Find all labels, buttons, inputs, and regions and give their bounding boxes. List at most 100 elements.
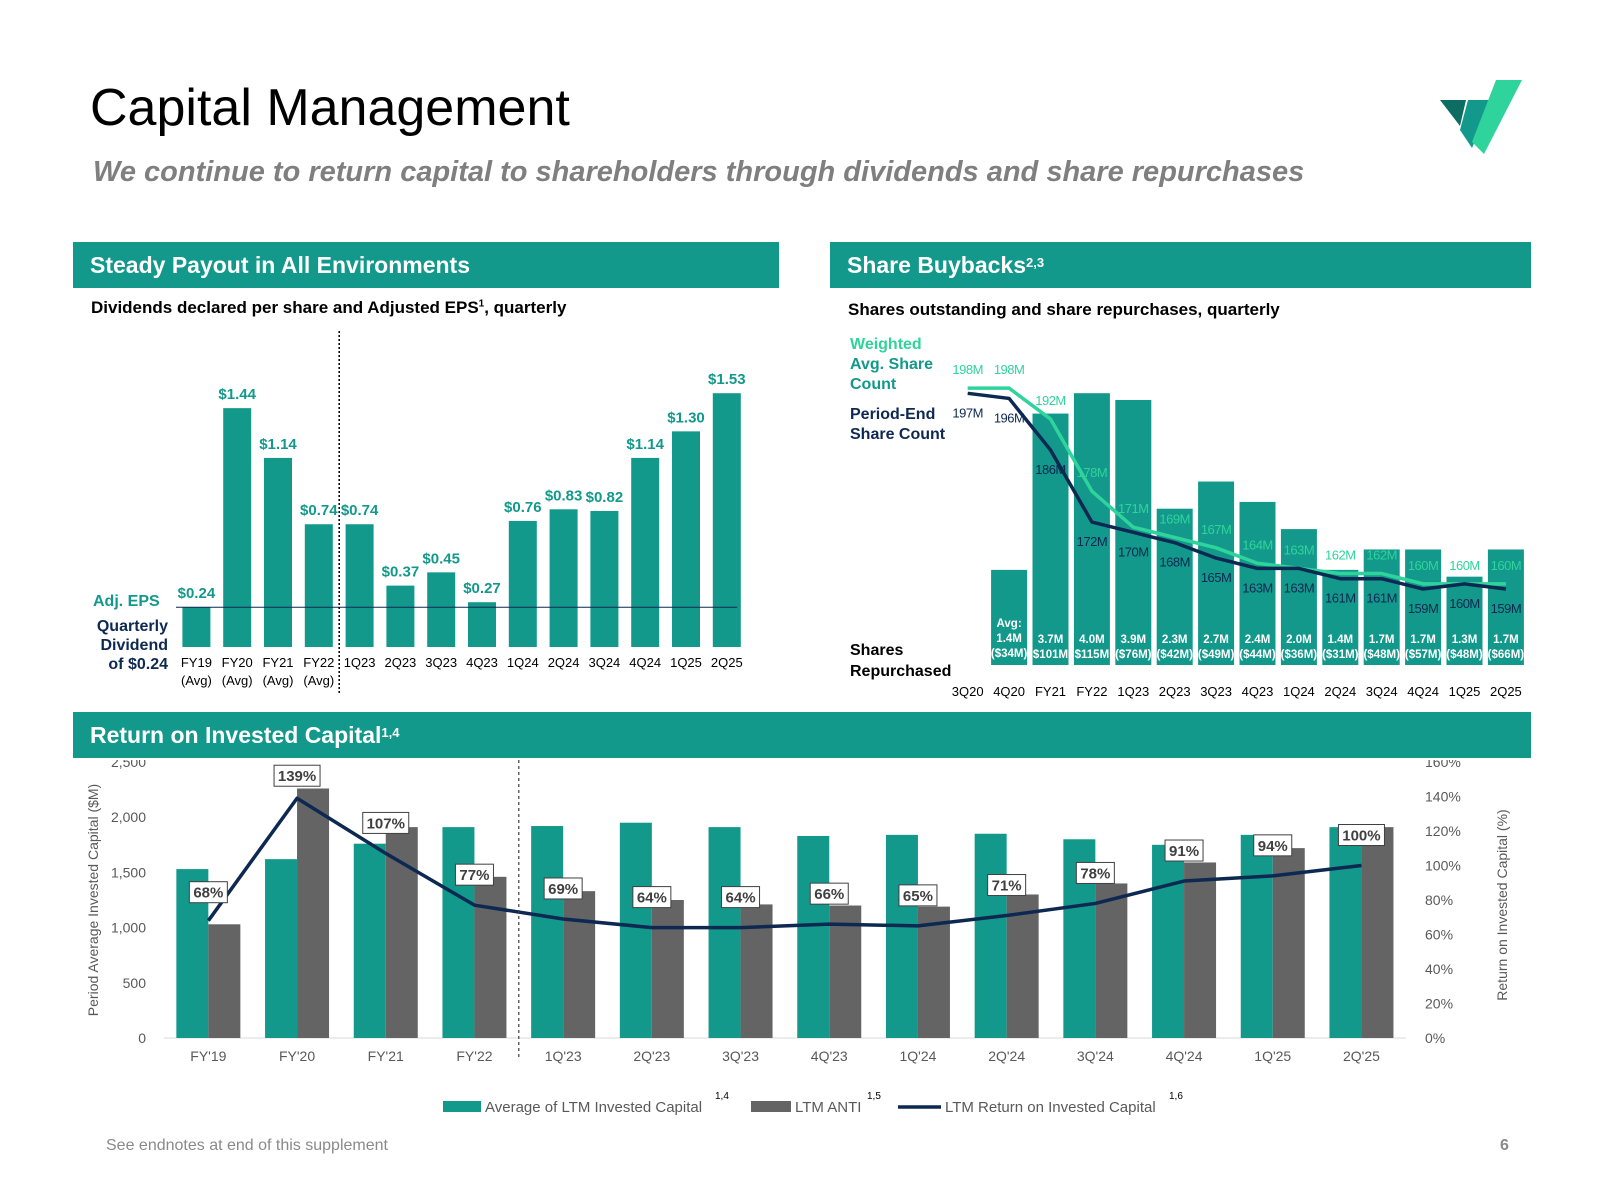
- buyback-x-tick-label: 3Q24: [1366, 684, 1398, 699]
- payout-x-tick-label: 4Q23: [466, 655, 498, 670]
- eps-bar-label: $0.45: [422, 550, 460, 567]
- payout-x-tick-label: 1Q23: [344, 655, 376, 670]
- invested-capital-bar: [442, 827, 475, 1038]
- repurchase-label: 4.0M: [1079, 634, 1105, 646]
- roic-section-sup: 1,4: [381, 724, 400, 740]
- repurchase-label: 3.9M: [1121, 634, 1147, 646]
- page-number: 6: [1500, 1137, 1509, 1154]
- repurchase-bar: [1032, 413, 1069, 665]
- period-end-label: 170M: [1118, 544, 1149, 559]
- buyback-x-tick-label: 2Q25: [1490, 684, 1522, 699]
- invested-capital-bar: [1152, 844, 1185, 1038]
- eps-bar-label: $1.44: [218, 386, 256, 403]
- roic-y2-tick-label: 160%: [1425, 760, 1461, 770]
- payout-x-tick-label: 3Q23: [425, 655, 457, 670]
- invested-capital-bar: [265, 859, 298, 1038]
- invested-capital-bar: [619, 822, 652, 1038]
- buyback-x-tick-label: 1Q25: [1449, 684, 1481, 699]
- weighted-avg-label: 198M: [952, 362, 983, 377]
- roic-line: [206, 796, 1362, 930]
- roic-label: 64%: [637, 890, 667, 907]
- anti-bar: [563, 891, 596, 1038]
- repurchase-bar: [1363, 549, 1400, 665]
- anti-bar: [1095, 883, 1128, 1038]
- weighted-avg-label: 169M: [1159, 512, 1190, 527]
- payout-x-tick-label: 3Q24: [588, 655, 620, 670]
- eps-bar: [631, 457, 660, 647]
- legend-sup-anti: 1,5: [867, 1091, 881, 1102]
- anti-bar: [651, 900, 684, 1038]
- roic-x-tick-label: 2Q'24: [988, 1048, 1025, 1064]
- roic-y2-tick-label: 80%: [1425, 892, 1453, 908]
- invested-capital-bar: [1329, 827, 1362, 1038]
- legend-period-end-line2: Share Count: [850, 426, 946, 443]
- roic-y-tick-label: 2,500: [111, 760, 146, 770]
- payout-caption-text: Dividends declared per share and Adjuste…: [91, 298, 479, 317]
- repurchase-label: $115M: [1075, 649, 1110, 661]
- roic-label-box: [1164, 839, 1204, 862]
- roic-label-box: [1253, 834, 1293, 857]
- weighted-avg-label: 160M: [1408, 558, 1439, 573]
- legend-adj-eps: Adj. EPS: [93, 593, 160, 610]
- buyback-x-tick-label: 2Q23: [1159, 684, 1191, 699]
- roic-label: 107%: [367, 815, 405, 832]
- weighted-avg-label: 167M: [1201, 522, 1232, 537]
- eps-bar-label: $0.37: [382, 564, 420, 581]
- buyback-section-title: Share Buybacks: [847, 251, 1026, 278]
- roic-x-tick-label: 2Q'23: [633, 1048, 670, 1064]
- payout-x-tick-label: 2Q24: [548, 655, 580, 670]
- eps-bar-label: $0.83: [545, 487, 583, 504]
- page-title: Capital Management: [90, 79, 570, 137]
- period-end-label: 160M: [1449, 596, 1480, 611]
- payout-x-tick-label: (Avg): [181, 673, 212, 688]
- invested-capital-bar: [974, 833, 1007, 1038]
- anti-bar: [1006, 894, 1039, 1038]
- roic-label: 91%: [1169, 843, 1199, 860]
- invested-capital-bar: [531, 826, 564, 1038]
- buyback-x-tick-label: 3Q20: [952, 684, 984, 699]
- roic-x-tick-label: 3Q'23: [722, 1048, 759, 1064]
- repurchase-label: ($36M): [1281, 649, 1318, 661]
- eps-bar: [468, 602, 496, 647]
- roic-y2-tick-label: 100%: [1425, 858, 1461, 874]
- repurchase-label: ($49M): [1198, 649, 1235, 661]
- weighted-avg-label: 178M: [1077, 465, 1108, 480]
- roic-x-tick-label: FY'19: [190, 1048, 226, 1064]
- anti-bar: [1184, 862, 1217, 1038]
- weighted-avg-label: 160M: [1449, 558, 1480, 573]
- roic-label: 64%: [726, 890, 756, 907]
- anti-bar: [385, 827, 418, 1038]
- buyback-caption: Shares outstanding and share repurchases…: [848, 300, 1280, 319]
- period-end-label: 197M: [952, 405, 983, 420]
- roic-label-box: [632, 886, 672, 909]
- eps-bar-label: $1.14: [626, 436, 664, 453]
- roic-y-tick-label: 1,500: [111, 864, 146, 880]
- roic-section-header: Return on Invested Capital 1,4: [73, 712, 1531, 758]
- roic-label-box: [898, 884, 938, 907]
- repurchase-label: Avg:: [997, 618, 1022, 630]
- roic-y-tick-label: 0: [138, 1030, 146, 1046]
- roic-label: 65%: [903, 888, 933, 905]
- repurchase-label: ($57M): [1405, 649, 1442, 661]
- payout-x-tick-label: 2Q25: [711, 655, 743, 670]
- anti-bar: [208, 924, 241, 1038]
- payout-caption-sup: 1: [478, 298, 485, 310]
- repurchase-label: ($48M): [1446, 649, 1483, 661]
- repurchase-label: ($42M): [1156, 649, 1193, 661]
- eps-bar-label: $1.30: [667, 409, 705, 426]
- roic-y2-tick-label: 120%: [1425, 823, 1461, 839]
- endnote-reference: See endnotes at end of this supplement: [106, 1137, 388, 1154]
- period-end-label: 159M: [1491, 601, 1522, 616]
- repurchase-label: ($76M): [1115, 649, 1152, 661]
- roic-x-tick-label: 2Q'25: [1343, 1048, 1380, 1064]
- repurchase-label: ($66M): [1488, 649, 1525, 661]
- anti-bar: [740, 904, 773, 1038]
- payout-x-tick-label: (Avg): [222, 673, 253, 688]
- roic-y2-tick-label: 0%: [1425, 1030, 1445, 1046]
- invested-capital-bar: [1240, 834, 1273, 1038]
- period-end-label: 163M: [1242, 580, 1273, 595]
- payout-x-tick-label: FY21: [262, 655, 293, 670]
- buyback-x-tick-label: 1Q23: [1117, 684, 1149, 699]
- weighted-avg-label: 162M: [1325, 548, 1356, 563]
- repurchase-bar: [1405, 549, 1442, 665]
